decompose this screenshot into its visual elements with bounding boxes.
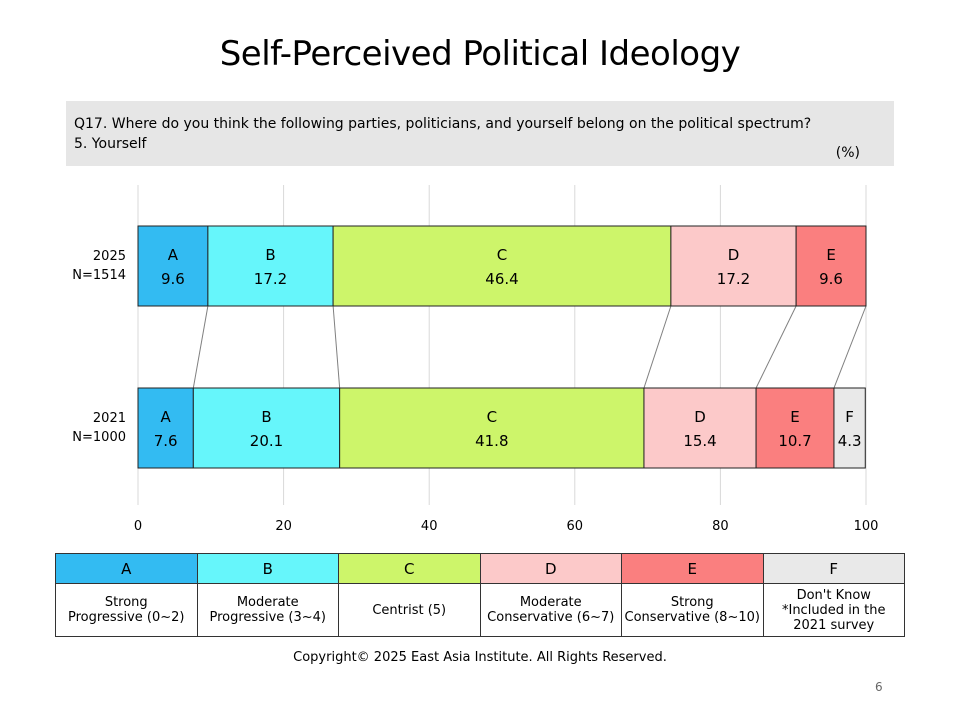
- segment-label: D: [694, 408, 706, 426]
- segment-label: A: [168, 246, 179, 264]
- data-label: 17.2: [254, 270, 287, 288]
- unit-label: (%): [835, 145, 860, 161]
- category-label: 2021: [93, 411, 126, 426]
- question-box: Q17. Where do you think the following pa…: [66, 101, 894, 166]
- bar-segment-a: [137, 225, 209, 307]
- x-tick-label: 60: [567, 519, 584, 534]
- stacked-bar-chart: 0 20 40 60 80 100 A 9.6 B 17.2 C 46.4 D 17.2 E 9.6 2025 N…: [72, 185, 879, 534]
- legend-description-b: Moderate Progressive (3~4): [196, 583, 339, 637]
- legend-description-d: Moderate Conservative (6~7): [479, 583, 622, 637]
- x-tick-label: 100: [854, 519, 879, 534]
- bar-segment-e: [795, 225, 867, 307]
- bar-segment-f: [833, 387, 866, 469]
- data-label: 46.4: [485, 270, 518, 288]
- segment-label: B: [265, 246, 275, 264]
- bar-segment-d: [670, 225, 797, 307]
- bar-segment-e: [755, 387, 835, 469]
- copyright-text: Copyright© 2025 East Asia Institute. All…: [293, 650, 667, 665]
- legend-description-a: Strong Progressive (0~2): [55, 583, 198, 637]
- data-label: 10.7: [778, 432, 811, 450]
- connector-line: [332, 305, 341, 389]
- x-tick-label: 0: [134, 519, 142, 534]
- data-label: 17.2: [717, 270, 750, 288]
- bar-segment-c: [332, 225, 672, 307]
- legend-code-e: E: [621, 553, 764, 584]
- data-label: 7.6: [154, 432, 178, 450]
- data-label: 9.6: [161, 270, 185, 288]
- legend-description-f: Don't Know *Included in the 2021 survey: [762, 583, 905, 637]
- legend-code-c: C: [338, 553, 481, 584]
- bar-segment-d: [643, 387, 757, 469]
- legend-description-e: Strong Conservative (8~10): [621, 583, 764, 637]
- category-label: 2025: [93, 249, 126, 264]
- x-tick-label: 40: [421, 519, 438, 534]
- question-subitem: 5. Yourself: [74, 136, 147, 152]
- legend-code-a: A: [55, 553, 198, 584]
- page-number: 6: [875, 680, 883, 694]
- segment-label: F: [845, 408, 854, 426]
- connector-line: [192, 305, 209, 389]
- data-label: 4.3: [838, 432, 862, 450]
- segment-label: E: [790, 408, 799, 426]
- legend-code-f: F: [762, 553, 905, 584]
- connector-line: [755, 305, 797, 389]
- segment-label: D: [728, 246, 740, 264]
- data-label: 41.8: [475, 432, 508, 450]
- category-sample-size: N=1000: [72, 430, 126, 445]
- bar-segment-a: [137, 387, 194, 469]
- connector-line: [643, 305, 672, 389]
- legend-code-b: B: [196, 553, 339, 584]
- segment-label: E: [826, 246, 835, 264]
- data-label: 20.1: [250, 432, 283, 450]
- legend-code-d: D: [479, 553, 622, 584]
- connector-line: [833, 305, 867, 389]
- question-text: Q17. Where do you think the following pa…: [74, 116, 812, 132]
- segment-label: C: [497, 246, 507, 264]
- data-label: 15.4: [683, 432, 716, 450]
- data-label: 9.6: [819, 270, 843, 288]
- category-sample-size: N=1514: [72, 268, 126, 283]
- x-tick-label: 20: [275, 519, 292, 534]
- legend-description-c: Centrist (5): [338, 583, 481, 637]
- bar-segment-b: [207, 225, 334, 307]
- segment-label: C: [487, 408, 497, 426]
- page-title: Self-Perceived Political Ideology: [219, 34, 741, 74]
- bar-segment-c: [339, 387, 645, 469]
- x-tick-label: 80: [712, 519, 729, 534]
- segment-label: B: [261, 408, 271, 426]
- bar-segment-b: [192, 387, 341, 469]
- segment-label: A: [161, 408, 172, 426]
